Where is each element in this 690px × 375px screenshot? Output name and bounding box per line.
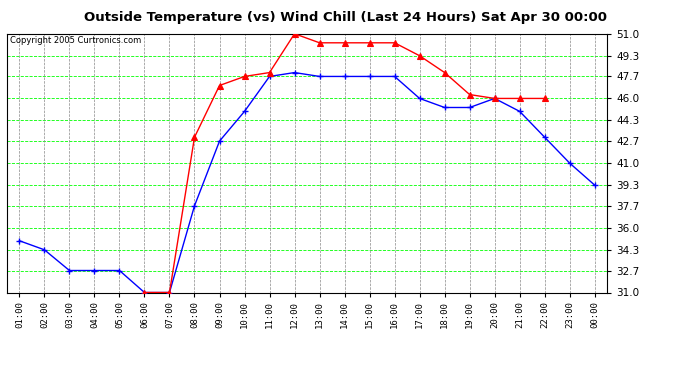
Text: Outside Temperature (vs) Wind Chill (Last 24 Hours) Sat Apr 30 00:00: Outside Temperature (vs) Wind Chill (Las…: [83, 11, 607, 24]
Text: Copyright 2005 Curtronics.com: Copyright 2005 Curtronics.com: [10, 36, 141, 45]
